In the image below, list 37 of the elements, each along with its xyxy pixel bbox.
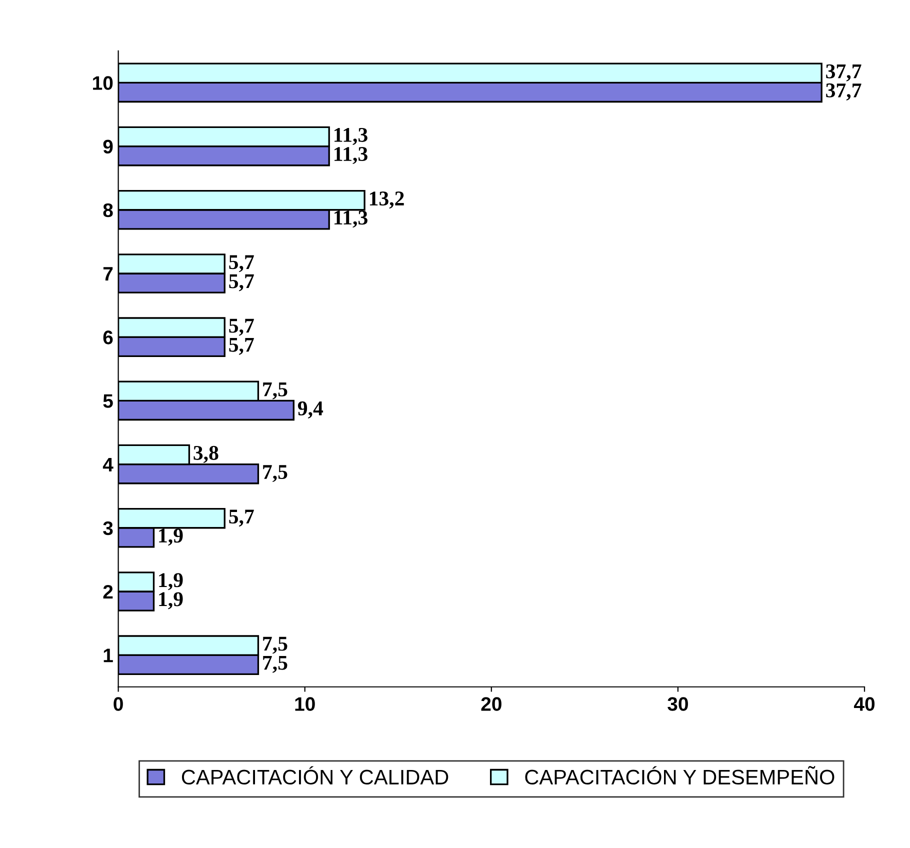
legend-label: CAPACITACIÓN Y CALIDAD bbox=[182, 766, 448, 785]
data-label: 11,3 bbox=[334, 128, 368, 145]
data-label: 1,9 bbox=[159, 573, 183, 590]
data-label: 1,9 bbox=[159, 592, 183, 610]
y-tick-label: 9 bbox=[103, 140, 113, 154]
x-tick-label: 30 bbox=[668, 697, 688, 711]
data-label: 7,5 bbox=[263, 636, 288, 654]
y-tick-label: 6 bbox=[103, 330, 113, 344]
y-tick-label: 3 bbox=[103, 521, 113, 536]
data-label: 3,8 bbox=[194, 446, 218, 463]
data-label: 5,7 bbox=[229, 338, 254, 355]
y-tick-label: 2 bbox=[103, 584, 113, 599]
data-label: 11,3 bbox=[334, 210, 368, 228]
data-label: 9,4 bbox=[298, 401, 324, 418]
y-tick-label: 8 bbox=[103, 203, 113, 218]
y-tick-label: 1 bbox=[104, 648, 113, 662]
x-tick-label: 40 bbox=[854, 697, 875, 711]
data-label: 5,7 bbox=[229, 510, 254, 527]
data-label: 37,7 bbox=[826, 64, 862, 82]
x-tick-label: 20 bbox=[481, 697, 502, 711]
data-label: 7,5 bbox=[263, 382, 288, 400]
data-label: 5,7 bbox=[229, 318, 254, 336]
x-tick-label: 0 bbox=[114, 697, 123, 711]
legend-label: CAPACITACIÓN Y DESEMPEÑO bbox=[525, 766, 834, 785]
data-label: 1,9 bbox=[159, 528, 183, 546]
y-tick-label: 4 bbox=[102, 458, 114, 472]
y-tick-label: 7 bbox=[103, 267, 113, 281]
data-label: 13,2 bbox=[370, 192, 404, 209]
data-label: 11,3 bbox=[334, 147, 368, 164]
data-label: 7,5 bbox=[263, 656, 288, 673]
data-label: 5,7 bbox=[229, 274, 254, 292]
y-tick-label: 5 bbox=[103, 394, 113, 408]
data-label: 5,7 bbox=[229, 255, 254, 272]
data-label: 37,7 bbox=[826, 83, 862, 100]
x-tick-label: 10 bbox=[295, 697, 315, 711]
data-label: 7,5 bbox=[263, 465, 288, 482]
y-tick-label: 10 bbox=[93, 76, 113, 90]
